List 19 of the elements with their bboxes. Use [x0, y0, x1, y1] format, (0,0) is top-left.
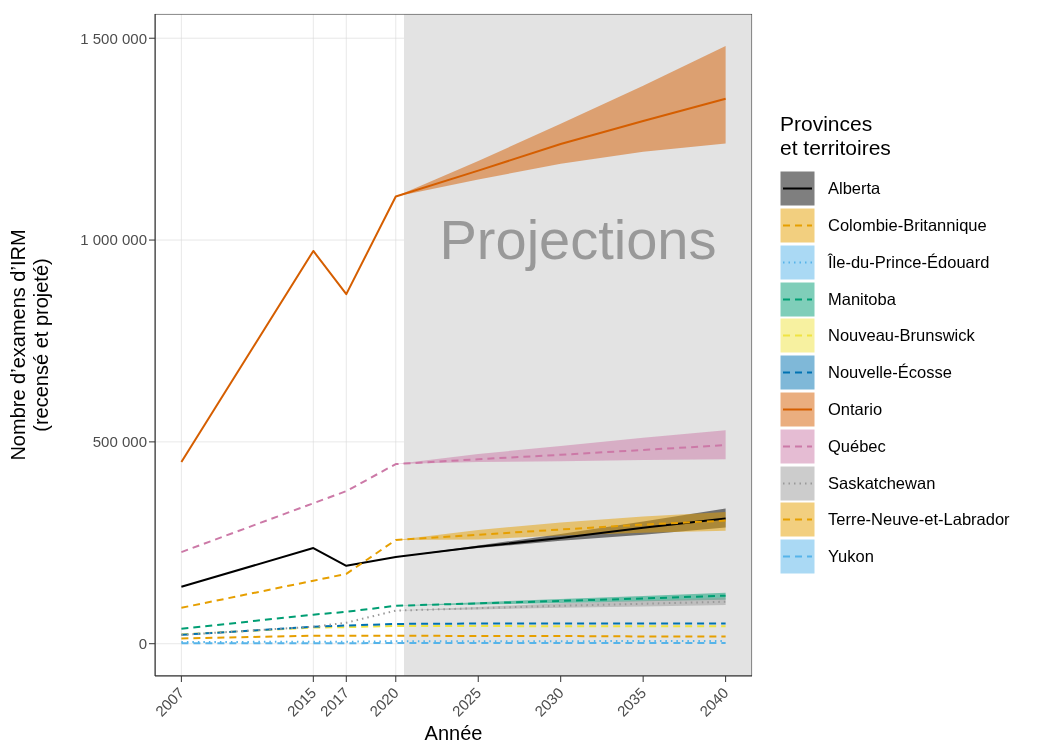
legend-label: Nouveau-Brunswick — [828, 326, 975, 346]
legend-label: Île-du-Prince-Édouard — [828, 252, 990, 272]
legend-label: Yukon — [828, 547, 874, 567]
y-tick-label: 1 500 000 — [80, 29, 147, 47]
y-tick-label: 0 — [138, 635, 147, 653]
legend-label: Alberta — [828, 179, 881, 199]
legend-label: Saskatchewan — [828, 473, 936, 493]
legend-title: Provinces et territoires — [780, 112, 892, 161]
legend-label: Colombie-Britannique — [828, 215, 987, 235]
x-axis-title: Année — [424, 722, 483, 744]
y-tick-label: 500 000 — [92, 433, 147, 451]
legend-label: Nouvelle-Écosse — [828, 363, 952, 383]
legend-label: Terre-Neuve-et-Labrador — [828, 510, 1010, 530]
legend-label: Ontario — [828, 399, 883, 419]
y-axis-title: Nombre d’examens d’IRM (recensé et projeté) — [7, 229, 52, 461]
band-label: Projections — [439, 207, 717, 271]
legend-label: Québec — [828, 436, 886, 456]
legend-label: Manitoba — [828, 289, 896, 309]
y-tick-label: 1 000 000 — [80, 231, 147, 249]
